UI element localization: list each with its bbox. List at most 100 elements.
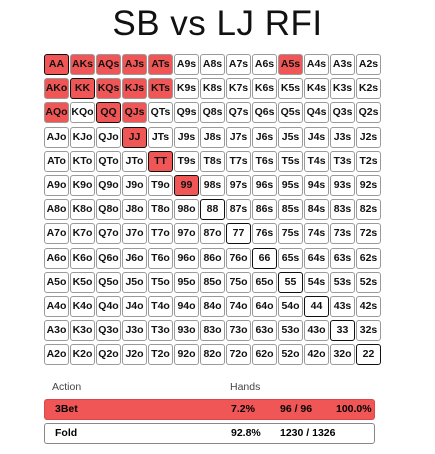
- hand-cell[interactable]: K2s: [356, 78, 381, 99]
- hand-cell[interactable]: 53s: [330, 272, 355, 293]
- hand-cell[interactable]: Q6s: [252, 102, 277, 123]
- hand-cell[interactable]: QJo: [96, 127, 121, 148]
- hand-cell[interactable]: 84s: [304, 199, 329, 220]
- hand-cell[interactable]: 63s: [330, 248, 355, 269]
- hand-cell[interactable]: 53o: [278, 320, 303, 341]
- hand-cell[interactable]: 85s: [278, 199, 303, 220]
- hand-cell[interactable]: T9o: [148, 175, 173, 196]
- hand-cell[interactable]: 87o: [200, 223, 225, 244]
- hand-cell[interactable]: Q3o: [96, 320, 121, 341]
- hand-cell[interactable]: 83o: [200, 320, 225, 341]
- hand-cell[interactable]: J5s: [278, 127, 303, 148]
- hand-cell[interactable]: 65s: [278, 248, 303, 269]
- hand-cell[interactable]: J2o: [122, 344, 147, 365]
- action-row-3bet[interactable]: 3Bet 7.2% 96 / 96 100.0%: [44, 399, 375, 420]
- hand-cell[interactable]: 84o: [200, 296, 225, 317]
- hand-cell[interactable]: QTo: [96, 151, 121, 172]
- hand-cell[interactable]: T4o: [148, 296, 173, 317]
- hand-cell[interactable]: T5s: [278, 151, 303, 172]
- hand-cell[interactable]: 73o: [226, 320, 251, 341]
- hand-cell[interactable]: T9s: [174, 151, 199, 172]
- hand-cell[interactable]: A6o: [44, 248, 69, 269]
- hand-cell[interactable]: J4o: [122, 296, 147, 317]
- hand-cell[interactable]: AJo: [44, 127, 69, 148]
- hand-cell[interactable]: A9o: [44, 175, 69, 196]
- hand-cell[interactable]: Q2s: [356, 102, 381, 123]
- hand-cell[interactable]: 82o: [200, 344, 225, 365]
- hand-cell[interactable]: J9o: [122, 175, 147, 196]
- hand-cell[interactable]: QQ: [96, 102, 121, 123]
- hand-cell[interactable]: A7s: [226, 54, 251, 75]
- hand-cell[interactable]: K5o: [70, 272, 95, 293]
- hand-cell[interactable]: K6o: [70, 248, 95, 269]
- hand-cell[interactable]: 95o: [174, 272, 199, 293]
- hand-cell[interactable]: AKs: [70, 54, 95, 75]
- hand-cell[interactable]: 33: [330, 320, 355, 341]
- hand-cell[interactable]: Q9s: [174, 102, 199, 123]
- hand-cell[interactable]: K4o: [70, 296, 95, 317]
- hand-cell[interactable]: J3s: [330, 127, 355, 148]
- hand-cell[interactable]: 63o: [252, 320, 277, 341]
- hand-cell[interactable]: 98o: [174, 199, 199, 220]
- hand-cell[interactable]: 42o: [304, 344, 329, 365]
- hand-cell[interactable]: J5o: [122, 272, 147, 293]
- hand-cell[interactable]: 32o: [330, 344, 355, 365]
- hand-cell[interactable]: 92o: [174, 344, 199, 365]
- hand-cell[interactable]: T4s: [304, 151, 329, 172]
- hand-cell[interactable]: Q7o: [96, 223, 121, 244]
- hand-cell[interactable]: 97o: [174, 223, 199, 244]
- hand-cell[interactable]: JTs: [148, 127, 173, 148]
- hand-cell[interactable]: KJs: [122, 78, 147, 99]
- hand-cell[interactable]: A2o: [44, 344, 69, 365]
- hand-cell[interactable]: 83s: [330, 199, 355, 220]
- hand-cell[interactable]: 94o: [174, 296, 199, 317]
- hand-cell[interactable]: J7o: [122, 223, 147, 244]
- hand-cell[interactable]: 62o: [252, 344, 277, 365]
- hand-cell[interactable]: KK: [70, 78, 95, 99]
- hand-cell[interactable]: K7o: [70, 223, 95, 244]
- hand-cell[interactable]: 98s: [200, 175, 225, 196]
- hand-cell[interactable]: KTs: [148, 78, 173, 99]
- hand-cell[interactable]: K2o: [70, 344, 95, 365]
- hand-cell[interactable]: Q5o: [96, 272, 121, 293]
- hand-cell[interactable]: JJ: [122, 127, 147, 148]
- hand-cell[interactable]: AKo: [44, 78, 69, 99]
- hand-cell[interactable]: K9o: [70, 175, 95, 196]
- hand-cell[interactable]: QJs: [122, 102, 147, 123]
- hand-cell[interactable]: Q7s: [226, 102, 251, 123]
- hand-cell[interactable]: 82s: [356, 199, 381, 220]
- hand-cell[interactable]: 96s: [252, 175, 277, 196]
- hand-cell[interactable]: A4s: [304, 54, 329, 75]
- hand-cell[interactable]: KJo: [70, 127, 95, 148]
- hand-cell[interactable]: A9s: [174, 54, 199, 75]
- hand-cell[interactable]: 43s: [330, 296, 355, 317]
- action-row-fold[interactable]: Fold 92.8% 1230 / 1326: [44, 423, 375, 444]
- hand-cell[interactable]: Q4o: [96, 296, 121, 317]
- hand-cell[interactable]: ATo: [44, 151, 69, 172]
- hand-cell[interactable]: 74o: [226, 296, 251, 317]
- hand-cell[interactable]: KTo: [70, 151, 95, 172]
- hand-cell[interactable]: KQs: [96, 78, 121, 99]
- hand-cell[interactable]: KQo: [70, 102, 95, 123]
- hand-cell[interactable]: Q8s: [200, 102, 225, 123]
- hand-cell[interactable]: 86s: [252, 199, 277, 220]
- hand-cell[interactable]: A5o: [44, 272, 69, 293]
- hand-cell[interactable]: J9s: [174, 127, 199, 148]
- hand-cell[interactable]: Q8o: [96, 199, 121, 220]
- hand-cell[interactable]: T8o: [148, 199, 173, 220]
- hand-cell[interactable]: 75s: [278, 223, 303, 244]
- hand-cell[interactable]: T7o: [148, 223, 173, 244]
- hand-cell[interactable]: 72s: [356, 223, 381, 244]
- hand-cell[interactable]: AQo: [44, 102, 69, 123]
- hand-cell[interactable]: 92s: [356, 175, 381, 196]
- hand-cell[interactable]: T3s: [330, 151, 355, 172]
- hand-cell[interactable]: J4s: [304, 127, 329, 148]
- hand-cell[interactable]: 52s: [356, 272, 381, 293]
- hand-cell[interactable]: K8s: [200, 78, 225, 99]
- hand-cell[interactable]: J7s: [226, 127, 251, 148]
- hand-cell[interactable]: 22: [356, 344, 381, 365]
- hand-cell[interactable]: K8o: [70, 199, 95, 220]
- hand-cell[interactable]: T2s: [356, 151, 381, 172]
- hand-cell[interactable]: 43o: [304, 320, 329, 341]
- hand-cell[interactable]: A6s: [252, 54, 277, 75]
